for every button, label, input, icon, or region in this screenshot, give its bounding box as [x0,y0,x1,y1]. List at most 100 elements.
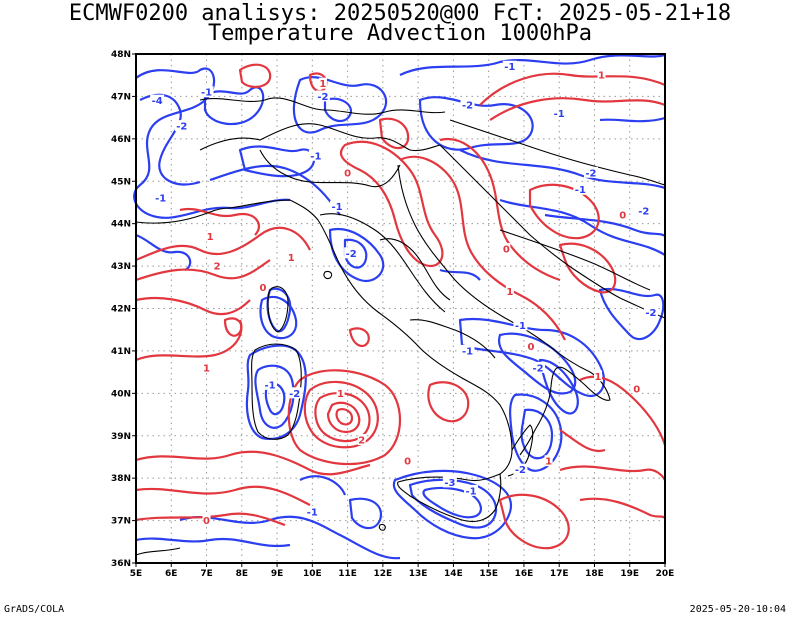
contour-label-bg [202,514,211,526]
sicily-coast [397,473,502,523]
neg-contour [133,67,291,219]
contour-label-bg [636,204,651,216]
contour-label: -1 [554,109,565,120]
neg-contour [520,408,554,460]
contour-label-bg [632,383,641,395]
contour-label-bg [618,209,627,221]
contour-label: -2 [346,249,357,260]
contour-label-bg [513,463,528,475]
contour-label: -2 [289,389,300,400]
contour-label: 0 [503,245,510,256]
italian-peninsula-coast [289,199,513,475]
contour-label-bg [305,506,320,518]
lon-tick-label: 12E [374,569,393,579]
lon-tick-label: 13E [409,569,428,579]
pos-contour [528,183,600,240]
neg-contour [544,213,666,237]
contour-label-bg [505,285,514,297]
contour-label: -1 [155,194,166,205]
contour-label-bg [583,166,598,178]
contour-label: -2 [532,363,543,374]
lat-tick-label: 36N [111,559,131,569]
neg-contour [264,382,286,416]
contour-label-bg [153,192,168,204]
ligurian-coast [229,199,291,209]
contour-label: -1 [307,508,318,519]
contour-label-bg [330,200,345,212]
lat-tick-label: 38N [111,474,131,484]
neg-contour [254,364,295,429]
contour-label: 0 [344,168,351,179]
neg-contour [203,86,265,126]
tunisia-coast [135,547,181,556]
contour-label: -3 [444,478,455,489]
contour-label: -2 [645,308,656,319]
longitude-tick-labels: 5E 6E 7E 8E 9E 10E 11E 12E 13E 14E 15E 16E 17E 18E 19E… [130,563,674,579]
pos-contour [579,375,667,446]
lon-tick-label: 9E [271,569,283,579]
contour-label: 1 [337,389,344,400]
neg-contour [323,97,353,123]
pos-contour [339,140,444,268]
contour-label-bg [357,433,366,445]
lat-tick-label: 37N [111,517,131,527]
contour-label-bg [544,455,553,467]
pos-contour [427,381,470,423]
contour-label: 1 [203,363,210,374]
neg-contour [328,227,385,283]
island-ustica [378,523,386,531]
contour-label: 1 [598,71,605,82]
neg-contour [598,287,665,341]
contour-label-bg [199,86,214,98]
neg-contour [209,164,341,216]
contour-label-bg [531,361,546,373]
neg-contour [348,497,383,530]
neg-contour [422,486,482,519]
lat-tick-label: 43N [111,262,131,272]
lon-tick-label: 5E [130,569,142,579]
italian-peninsula-east-coast [397,164,611,456]
contour-label-bg [526,340,535,352]
contour-label: 1 [506,287,513,298]
pos-contour [579,497,666,519]
lon-tick-label: 10E [303,569,322,579]
negative-advection-contours [133,53,666,560]
pos-contour [559,465,666,481]
balkan-border-2 [499,229,651,291]
latitude-tick-labels: 36N 37N 38N 39N 40N 41N 42N 43N 44N 45N 46N 47N 48N [111,50,136,569]
balkan-border [449,119,666,186]
contour-label-bg [643,306,658,318]
contour-label-bg [403,455,412,467]
software-credit: GrADS/COLA [4,604,65,615]
france-coast [135,207,231,224]
pos-contour [498,493,570,550]
contour-label-bg [263,378,278,390]
neg-contour [299,475,347,496]
contour-label: -1 [465,486,476,497]
pos-contour [135,226,311,262]
neg-contour [458,317,606,398]
contour-label: -1 [504,62,515,73]
contour-label: 1 [288,253,295,264]
lat-tick-label: 41N [111,347,131,357]
lon-tick-label: 7E [200,569,212,579]
pos-contour [135,319,243,362]
pos-contour [348,327,370,348]
contour-label-bg [318,77,327,89]
pos-contour [558,242,617,294]
contour-label: 0 [619,211,626,222]
contour-label: -2 [462,100,473,111]
inner-region-borders-2 [379,238,451,301]
contour-label-bg [336,387,345,399]
contour-label: -1 [575,185,586,196]
lon-tick-label: 11E [338,569,357,579]
contour-label-bg [552,107,567,119]
pos-contour [238,63,272,88]
neg-contour [259,295,298,340]
contour-label-bg [502,243,511,255]
contour-label: -2 [515,465,526,476]
map-subtitle: Temperature Advection 1000hPa [207,21,593,46]
render-timestamp: 2025-05-20-10:04 [689,604,786,615]
pos-contour [326,401,361,434]
